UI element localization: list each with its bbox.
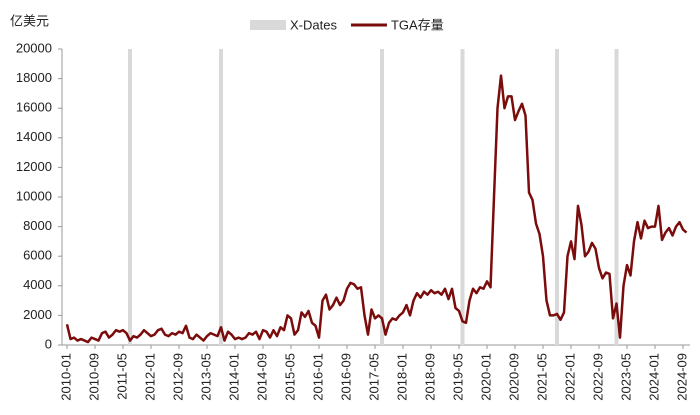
y-tick-label: 8000 <box>23 218 52 233</box>
y-tick-label: 20000 <box>16 40 52 55</box>
x-tick-label: 2021-05 <box>534 353 549 401</box>
x-tick-label: 2017-05 <box>366 353 381 401</box>
x-tick-label: 2015-05 <box>282 353 297 401</box>
x-tick-label: 2011-05 <box>114 353 129 400</box>
y-tick-label: 6000 <box>23 248 52 263</box>
x-tick-label: 2016-09 <box>338 353 353 401</box>
x-tick-label: 2012-09 <box>170 353 185 401</box>
x-tick-label: 2018-09 <box>422 353 437 401</box>
x-tick-label: 2010-01 <box>58 353 73 401</box>
x-tick-label: 2022-01 <box>562 353 577 401</box>
x-date-bar <box>380 49 384 345</box>
y-tick-label: 16000 <box>16 100 52 115</box>
x-tick-label: 2012-01 <box>142 353 157 401</box>
x-date-bar <box>555 49 559 345</box>
x-date-bar <box>219 49 223 345</box>
y-tick-label: 18000 <box>16 70 52 85</box>
x-tick-label: 2024-01 <box>646 353 661 401</box>
x-tick-label: 2019-05 <box>450 353 465 401</box>
x-tick-label: 2013-05 <box>198 353 213 401</box>
x-tick-label: 2023-05 <box>618 353 633 401</box>
x-tick-label: 2020-01 <box>478 353 493 401</box>
x-tick-label: 2016-01 <box>310 353 325 401</box>
x-date-bar <box>614 49 619 345</box>
legend-label: TGA存量 <box>391 17 444 32</box>
y-tick-label: 2000 <box>23 307 52 322</box>
x-tick-label: 2014-09 <box>254 353 269 401</box>
y-tick-label: 14000 <box>16 129 52 144</box>
y-tick-label: 0 <box>45 336 52 351</box>
x-tick-label: 2010-09 <box>86 353 101 401</box>
x-tick-label: 2024-09 <box>674 353 689 401</box>
x-date-bar <box>128 49 132 345</box>
tga-line <box>65 74 688 344</box>
y-axis-label: 亿美元 <box>10 13 49 28</box>
x-tick-label: 2018-01 <box>394 353 409 401</box>
legend-label: X-Dates <box>290 17 337 32</box>
x-tick-label: 2020-09 <box>506 353 521 401</box>
y-tick-label: 12000 <box>16 159 52 174</box>
y-tick-label: 4000 <box>23 277 52 292</box>
x-date-bar <box>460 49 465 345</box>
x-tick-label: 2022-09 <box>590 353 605 401</box>
y-tick-label: 10000 <box>16 188 52 203</box>
x-tick-label: 2014-01 <box>226 353 241 401</box>
legend-swatch <box>250 20 286 30</box>
